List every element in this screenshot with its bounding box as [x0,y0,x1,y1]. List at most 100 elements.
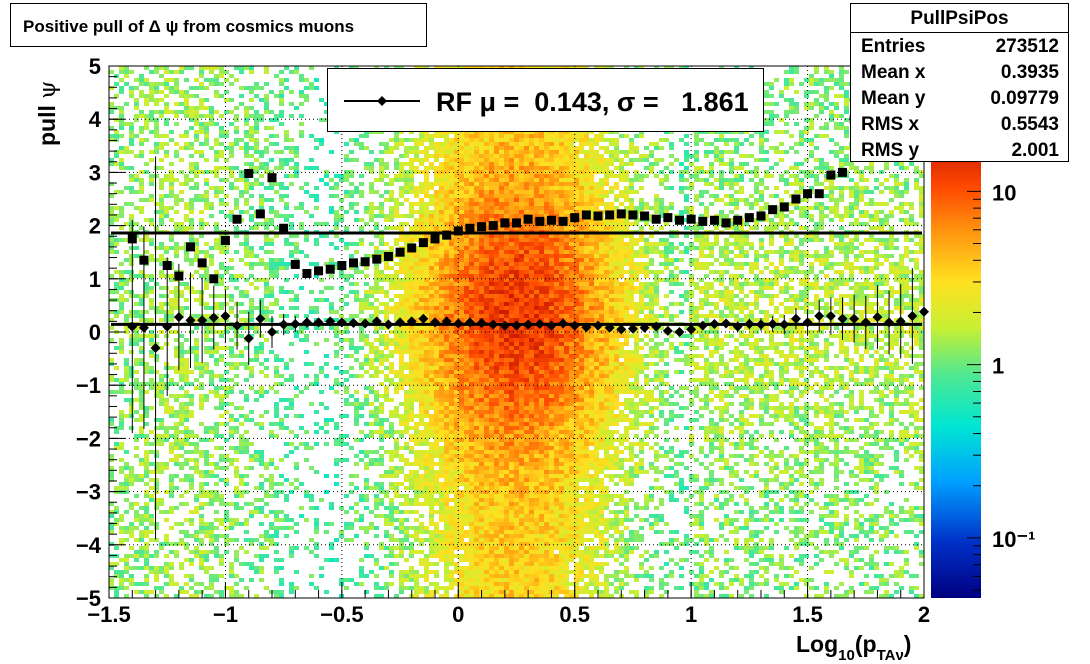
data-point [220,235,230,245]
data-point [453,226,463,236]
stats-key: Mean x [861,62,926,83]
stats-value: 0.09779 [990,88,1059,109]
data-point [535,216,545,226]
data-point [558,216,568,226]
data-point [418,238,428,248]
data-point [895,316,906,327]
data-point [872,312,883,323]
stats-key: Mean y [861,88,926,109]
y-tick-label: 0 [89,320,101,345]
data-point [756,319,766,330]
data-point [546,320,557,331]
stats-value: 0.3935 [1000,62,1059,83]
data-point [383,251,393,261]
data-point [511,320,522,331]
data-point [127,321,138,332]
data-point [360,257,370,267]
data-point [325,264,335,274]
data-point [779,319,790,330]
data-point [162,321,173,332]
data-point [593,320,603,331]
x-tick-label: −0.5 [320,602,363,627]
data-point [825,311,836,322]
x-axis: −1.5 −1 −0.5 0 0.5 1 1.5 2 [87,582,930,627]
data-point [197,258,207,268]
y-tick-label: −2 [76,426,101,451]
stats-key: RMS y [861,140,920,161]
data-point [570,213,580,223]
x-axis-title: Log10(pTAν) [796,631,911,664]
data-point [442,230,452,240]
data-point [476,317,487,328]
data-point [232,320,243,331]
x-tick-label: 2 [918,602,930,627]
data-point [779,202,789,212]
data-point [744,319,755,330]
data-point [663,213,673,223]
data-point [616,324,627,335]
data-point [546,215,556,225]
data-point [686,324,697,335]
data-point [790,313,801,324]
data-point [733,215,743,225]
y-tick-label: 1 [89,267,101,292]
data-point [430,317,440,328]
data-point [581,210,591,220]
data-point [418,313,429,324]
legend-label: RF μ = 0.143, σ = 1.861 [436,87,749,117]
y-tick-label: −1 [76,373,101,398]
data-point [814,189,824,199]
stats-value: 0.5543 [1000,114,1059,135]
data-point [640,211,650,221]
data-point [500,218,510,228]
data-point [301,317,312,328]
data-point [674,327,685,337]
data-point [372,254,382,264]
data-point [267,327,277,337]
stats-row: Mean y 0.09779 [861,88,1059,114]
stats-value: 2.001 [1011,140,1059,161]
data-point [197,315,208,326]
data-point [477,222,487,232]
legend-marker-icon [344,96,420,106]
data-point [395,247,405,257]
y-axis-title: pull ψ [34,81,61,146]
data-point [605,210,615,220]
data-point [826,170,836,180]
data-point [651,321,662,332]
data-point [371,316,382,327]
legend: RF μ = 0.143, σ = 1.861 [327,68,764,132]
data-point [838,167,847,177]
data-point [697,320,708,331]
y-tick-label: −4 [76,533,102,558]
data-point [698,216,708,226]
stats-key: Entries [861,36,926,57]
data-point [278,319,289,330]
data-point [709,319,720,330]
data-point [267,173,277,183]
colorbar: 10⁻¹ 1 10 [931,132,1035,598]
data-point [360,318,371,329]
title-box: Positive pull of Δ ψ from cosmics muons [10,3,427,47]
data-point [732,321,743,332]
data-point [593,211,603,221]
data-point [756,211,766,221]
data-point [279,223,289,233]
y-axis: −5 −4 −3 −2 −1 0 1 2 3 4 5 [76,54,125,611]
stats-row: RMS y 2.001 [861,140,1059,166]
data-point [138,322,149,333]
data-point [569,320,580,331]
x-tick-label: −1.5 [87,602,130,627]
grid [109,66,924,598]
data-point [512,218,521,228]
data-point [336,317,347,328]
stats-row: Mean x 0.3935 [861,62,1059,88]
data-point [255,313,266,324]
y-tick-label: 3 [89,160,101,185]
x-tick-label: 0 [452,602,464,627]
data-point [768,205,778,215]
y-tick-label: 4 [89,107,102,132]
stats-title: PullPsiPos [910,8,1009,29]
data-point [290,259,300,269]
